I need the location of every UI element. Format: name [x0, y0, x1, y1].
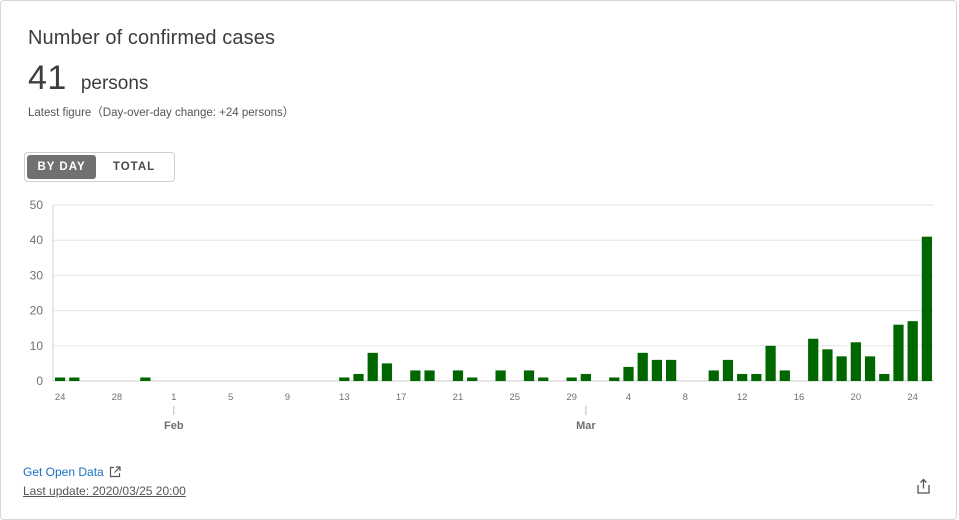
x-tick-label: 21 [453, 392, 464, 403]
bar [54, 377, 66, 381]
month-label: Mar [576, 420, 596, 432]
bar [737, 373, 748, 381]
y-tick-label: 10 [30, 339, 44, 353]
grid [53, 204, 934, 382]
bar [864, 356, 876, 381]
by-day-button[interactable]: BY DAY [27, 155, 97, 179]
x-tick-label: 25 [510, 392, 521, 403]
view-toggle: BY DAY TOTAL [24, 152, 175, 182]
bar [523, 370, 535, 381]
bar [609, 377, 620, 381]
bar [779, 370, 790, 381]
bar [566, 377, 577, 381]
bar [765, 345, 776, 381]
bar [879, 373, 890, 381]
bar [907, 321, 918, 381]
bar [467, 377, 478, 381]
open-data-label: Get Open Data [23, 465, 104, 479]
bar [140, 377, 151, 381]
y-axis: 0 10 20 30 40 50 [30, 198, 54, 388]
y-tick-label: 20 [30, 304, 44, 318]
bar [580, 373, 591, 381]
x-tick-label: 12 [737, 392, 748, 403]
share-icon[interactable] [915, 478, 932, 500]
x-tick-label: 5 [228, 392, 233, 403]
bar [69, 377, 80, 381]
x-axis: 24 28 1 5 9 13 17 21 25 29 4 8 12 16 20 24 Feb Mar [55, 392, 918, 432]
y-tick-label: 50 [30, 198, 44, 212]
bar [495, 370, 506, 381]
bar [538, 377, 549, 381]
x-tick-label: 28 [112, 392, 123, 403]
get-open-data-link[interactable]: Get Open Data [23, 465, 121, 479]
x-tick-label: 24 [907, 392, 918, 403]
bar [822, 349, 833, 381]
x-tick-label: 24 [55, 392, 66, 403]
bar [381, 363, 393, 381]
x-tick-label: 17 [396, 392, 407, 403]
total-button[interactable]: TOTAL [112, 161, 156, 173]
x-tick-label: 13 [339, 392, 350, 403]
x-tick-label: 16 [794, 392, 805, 403]
bar [367, 352, 378, 381]
y-tick-label: 0 [36, 374, 43, 388]
last-update: Last update: 2020/03/25 20:00 [23, 484, 186, 498]
x-tick-label: 1 [171, 392, 176, 403]
x-tick-label: 29 [566, 392, 577, 403]
bar [751, 373, 762, 381]
y-tick-label: 30 [30, 268, 44, 282]
card-title: Number of confirmed cases [28, 27, 276, 49]
figure-subnote: Latest figure（Day-over-day change: +24 p… [28, 107, 295, 119]
latest-figure: 41 persons [28, 59, 148, 98]
bars [54, 236, 933, 381]
y-tick-label: 40 [30, 233, 44, 247]
bar [410, 370, 421, 381]
bar [722, 359, 734, 381]
bar [623, 366, 634, 381]
x-tick-label: 8 [683, 392, 688, 403]
bar [353, 373, 364, 381]
x-tick-label: 4 [626, 392, 631, 403]
x-tick-label: 20 [851, 392, 862, 403]
bar [339, 377, 350, 381]
bar [666, 359, 677, 381]
external-link-icon [109, 466, 121, 478]
month-label: Feb [164, 420, 184, 432]
bar [651, 359, 663, 381]
bar [893, 324, 904, 381]
bar [452, 370, 464, 381]
daily-cases-bar-chart: 0 10 20 30 40 50 24 28 1 5 9 13 17 21 25 29 4 8 12 16 20 24 F… [30, 198, 934, 432]
figure-unit: persons [80, 73, 149, 94]
bar [921, 236, 933, 381]
x-tick-label: 9 [285, 392, 290, 403]
bar [637, 352, 648, 381]
bar [708, 370, 719, 381]
figure-value: 41 [28, 59, 67, 97]
bar [836, 356, 847, 381]
bar [808, 338, 819, 381]
bar [850, 342, 861, 381]
bar [424, 370, 435, 381]
